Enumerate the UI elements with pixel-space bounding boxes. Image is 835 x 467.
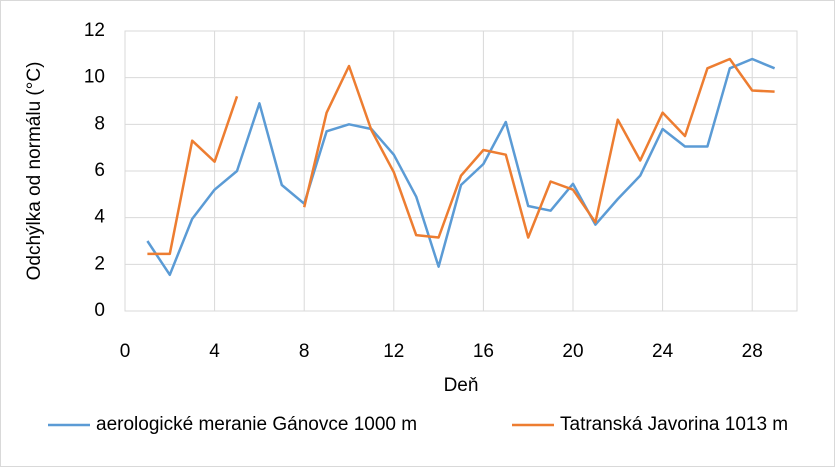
y-tick-label: 10 (84, 67, 105, 88)
y-axis-label: Odchýlka od normálu (°C) (24, 62, 45, 281)
x-tick-label: 28 (742, 341, 763, 362)
y-tick-label: 8 (94, 113, 105, 134)
data-line (147, 57, 775, 256)
x-tick-label: 24 (652, 341, 674, 362)
y-tick-label: 2 (94, 253, 105, 274)
x-tick-label: 16 (473, 341, 494, 362)
legend-label: aerologické meranie Gánovce 1000 m (96, 414, 417, 435)
y-tick-label: 6 (94, 160, 105, 181)
x-tick-label: 4 (209, 341, 220, 362)
x-tick-label: 20 (562, 341, 583, 362)
x-tick-label: 8 (299, 341, 310, 362)
plot-border (124, 30, 798, 312)
legend-label: Tatranská Javorina 1013 m (560, 414, 788, 435)
x-axis-label: Deň (444, 375, 479, 396)
x-tick-label: 12 (383, 341, 404, 362)
y-tick-label: 4 (94, 207, 105, 228)
y-tick-label: 0 (94, 300, 105, 321)
x-tick-label: 0 (120, 341, 131, 362)
data-line (146, 57, 776, 277)
y-tick-label: 12 (84, 20, 105, 41)
